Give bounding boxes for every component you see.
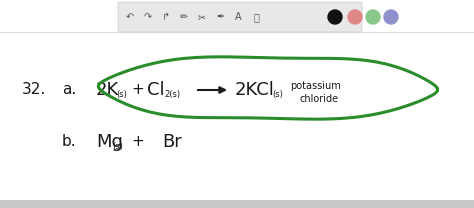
Text: A: A: [235, 12, 241, 22]
Circle shape: [366, 10, 380, 24]
Text: 2KCl: 2KCl: [235, 81, 275, 99]
Text: +: +: [131, 83, 144, 98]
Text: (s): (s): [112, 142, 123, 151]
Text: ✏: ✏: [180, 12, 188, 22]
Circle shape: [384, 10, 398, 24]
Text: a.: a.: [62, 83, 76, 98]
Text: ↶: ↶: [126, 12, 134, 22]
Text: (s): (s): [272, 90, 283, 99]
Text: ✂: ✂: [198, 12, 206, 22]
Text: chloride: chloride: [300, 94, 339, 104]
Bar: [0, 200, 474, 208]
Circle shape: [348, 10, 362, 24]
Text: 2(s): 2(s): [164, 90, 180, 99]
Text: b.: b.: [62, 135, 77, 150]
Text: 🖼: 🖼: [253, 12, 259, 22]
Text: ↷: ↷: [144, 12, 152, 22]
Text: potassium: potassium: [290, 81, 341, 91]
Text: ✒: ✒: [216, 12, 224, 22]
Text: +: +: [131, 135, 144, 150]
Text: ↱: ↱: [162, 12, 170, 22]
FancyBboxPatch shape: [118, 2, 362, 32]
Text: 32.: 32.: [22, 83, 46, 98]
Circle shape: [328, 10, 342, 24]
Text: Cl: Cl: [147, 81, 164, 99]
Text: (s): (s): [116, 90, 127, 99]
Text: Mg: Mg: [96, 133, 123, 151]
Text: Br: Br: [162, 133, 182, 151]
Text: 2K: 2K: [96, 81, 119, 99]
